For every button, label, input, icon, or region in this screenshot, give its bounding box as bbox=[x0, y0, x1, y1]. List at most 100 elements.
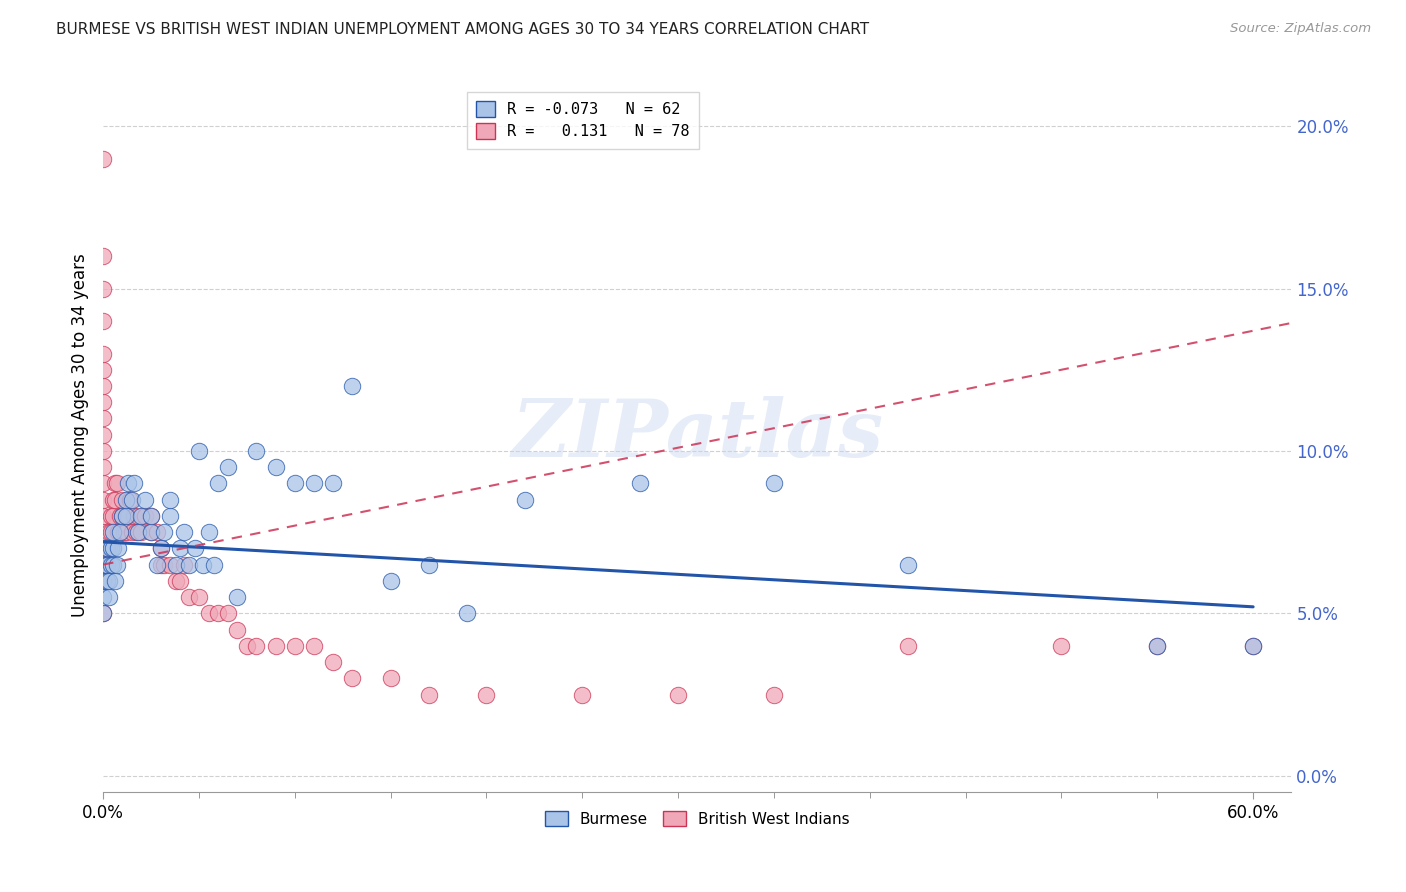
Point bbox=[134, 492, 156, 507]
Point bbox=[1146, 639, 1168, 653]
Point bbox=[101, 541, 124, 556]
Point bbox=[207, 607, 229, 621]
Point bbox=[159, 492, 181, 507]
Point bbox=[91, 508, 114, 523]
Point bbox=[666, 688, 689, 702]
Point bbox=[1241, 639, 1264, 653]
Point bbox=[762, 688, 785, 702]
Point bbox=[101, 492, 124, 507]
Point bbox=[115, 525, 138, 540]
Point bbox=[101, 525, 124, 540]
Point bbox=[149, 558, 172, 572]
Point bbox=[284, 639, 307, 653]
Point bbox=[91, 363, 114, 377]
Point bbox=[418, 688, 440, 702]
Point bbox=[104, 492, 127, 507]
Point bbox=[97, 541, 120, 556]
Point bbox=[96, 574, 118, 588]
Point bbox=[112, 525, 135, 540]
Point bbox=[107, 525, 129, 540]
Point bbox=[342, 671, 364, 685]
Point bbox=[173, 525, 195, 540]
Point bbox=[217, 460, 239, 475]
Point bbox=[131, 525, 153, 540]
Point bbox=[97, 590, 120, 604]
Point bbox=[475, 688, 498, 702]
Text: BURMESE VS BRITISH WEST INDIAN UNEMPLOYMENT AMONG AGES 30 TO 34 YEARS CORRELATIO: BURMESE VS BRITISH WEST INDIAN UNEMPLOYM… bbox=[56, 22, 869, 37]
Point bbox=[104, 476, 127, 491]
Point bbox=[418, 558, 440, 572]
Point bbox=[122, 508, 145, 523]
Point bbox=[91, 314, 114, 328]
Point bbox=[1050, 639, 1073, 653]
Point bbox=[628, 476, 651, 491]
Point bbox=[169, 541, 191, 556]
Point bbox=[110, 508, 132, 523]
Text: ZIPatlas: ZIPatlas bbox=[512, 396, 883, 474]
Point bbox=[1241, 639, 1264, 653]
Point bbox=[139, 525, 162, 540]
Point bbox=[173, 558, 195, 572]
Point bbox=[127, 525, 149, 540]
Point bbox=[245, 639, 267, 653]
Point bbox=[342, 379, 364, 393]
Point bbox=[513, 492, 536, 507]
Point bbox=[284, 476, 307, 491]
Point bbox=[111, 508, 134, 523]
Point bbox=[91, 427, 114, 442]
Point bbox=[127, 508, 149, 523]
Point bbox=[226, 623, 249, 637]
Point bbox=[91, 411, 114, 425]
Point bbox=[121, 492, 143, 507]
Point bbox=[91, 607, 114, 621]
Point bbox=[104, 574, 127, 588]
Point bbox=[380, 574, 402, 588]
Point bbox=[110, 525, 132, 540]
Point bbox=[1146, 639, 1168, 653]
Point bbox=[122, 476, 145, 491]
Point bbox=[153, 525, 176, 540]
Point bbox=[96, 558, 118, 572]
Point bbox=[380, 671, 402, 685]
Point bbox=[191, 558, 214, 572]
Text: Source: ZipAtlas.com: Source: ZipAtlas.com bbox=[1230, 22, 1371, 36]
Point bbox=[131, 508, 153, 523]
Point bbox=[91, 492, 114, 507]
Point bbox=[100, 558, 122, 572]
Point bbox=[91, 558, 114, 572]
Point bbox=[179, 558, 201, 572]
Point bbox=[100, 525, 122, 540]
Point bbox=[226, 590, 249, 604]
Point bbox=[322, 655, 344, 669]
Point bbox=[149, 541, 172, 556]
Point bbox=[101, 508, 124, 523]
Point bbox=[91, 444, 114, 458]
Point bbox=[169, 574, 191, 588]
Point bbox=[107, 541, 129, 556]
Point bbox=[762, 476, 785, 491]
Point bbox=[91, 460, 114, 475]
Point bbox=[571, 688, 593, 702]
Point bbox=[207, 476, 229, 491]
Point bbox=[91, 152, 114, 166]
Point bbox=[118, 492, 141, 507]
Point bbox=[100, 541, 122, 556]
Point bbox=[101, 558, 124, 572]
Point bbox=[302, 476, 325, 491]
Point bbox=[91, 525, 114, 540]
Point bbox=[91, 607, 114, 621]
Point bbox=[322, 476, 344, 491]
Legend: Burmese, British West Indians: Burmese, British West Indians bbox=[537, 803, 858, 834]
Point bbox=[91, 395, 114, 409]
Point bbox=[91, 574, 114, 588]
Point bbox=[197, 607, 219, 621]
Point bbox=[188, 590, 211, 604]
Point bbox=[105, 476, 128, 491]
Point bbox=[134, 508, 156, 523]
Point bbox=[91, 541, 114, 556]
Point bbox=[264, 639, 287, 653]
Point bbox=[100, 508, 122, 523]
Point bbox=[111, 492, 134, 507]
Point bbox=[165, 574, 187, 588]
Point bbox=[217, 607, 239, 621]
